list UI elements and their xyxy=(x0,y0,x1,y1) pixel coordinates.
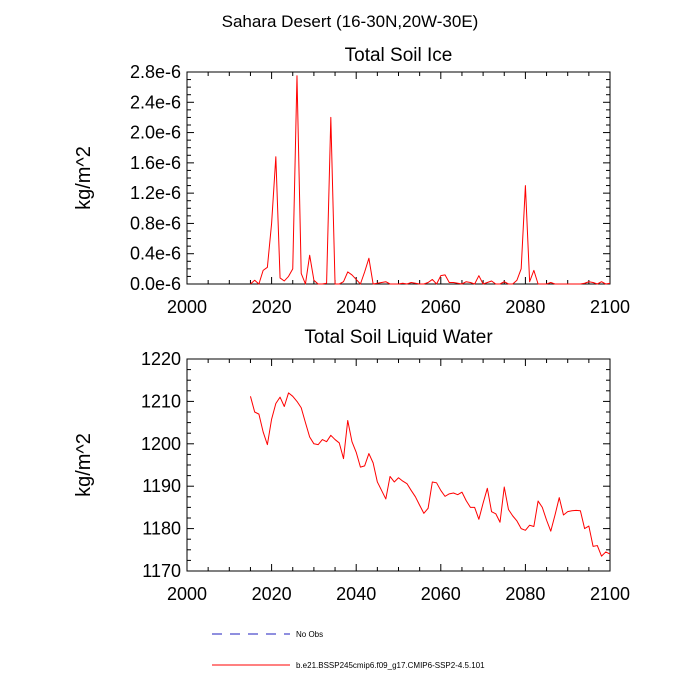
legend-obs-label: No Obs xyxy=(296,630,323,639)
y-axis-label: kg/m^2 xyxy=(73,146,95,210)
series-line xyxy=(249,392,611,557)
y-tick-label: 1180 xyxy=(142,519,181,539)
y-tick-label: 2.4e-6 xyxy=(130,92,181,112)
x-tick-label: 2080 xyxy=(505,584,545,604)
y-tick-label: 1210 xyxy=(141,391,181,411)
y-tick-label: 1.6e-6 xyxy=(130,153,181,173)
x-tick-label: 2100 xyxy=(590,584,630,604)
legend-model-label: b.e21.BSSP245cmip6.f09_g17.CMIP6-SSP2-4.… xyxy=(296,661,485,670)
y-tick-label: 1.2e-6 xyxy=(130,183,181,203)
series-line xyxy=(250,75,611,285)
y-tick-label: 1220 xyxy=(141,349,181,369)
y-tick-label: 2.0e-6 xyxy=(130,123,181,143)
y-tick-label: 0.0e-6 xyxy=(130,274,181,294)
x-tick-label: 2040 xyxy=(336,584,376,604)
y-tick-label: 0.4e-6 xyxy=(130,244,181,264)
y-axis-label: kg/m^2 xyxy=(73,433,95,497)
x-tick-label: 2100 xyxy=(590,297,630,317)
panel-title: Total Soil Ice xyxy=(345,45,453,66)
x-tick-label: 2020 xyxy=(252,584,292,604)
x-tick-label: 2060 xyxy=(421,584,461,604)
x-tick-label: 2040 xyxy=(336,297,376,317)
panel-title: Total Soil Liquid Water xyxy=(304,327,493,348)
panel-total-soil-liquid-water: Total Soil Liquid Water 1170 1180 1190 1200 1… xyxy=(73,327,630,604)
y-tick-label: 2.8e-6 xyxy=(130,62,181,82)
panel-total-soil-ice: Total Soil Ice 0.0e-6 0.4e-6 0.8e-6 1.2e-6 1.… xyxy=(73,45,630,317)
x-tick-label: 2000 xyxy=(167,297,207,317)
x-tick-label: 2060 xyxy=(421,297,461,317)
y-tick-label: 0.8e-6 xyxy=(130,213,181,233)
x-tick-label: 2080 xyxy=(505,297,545,317)
x-tick-label: 2020 xyxy=(252,297,292,317)
plot-frame xyxy=(186,358,611,572)
plot-frame xyxy=(186,71,611,285)
y-tick-label: 1200 xyxy=(141,434,181,454)
y-tick-label: 1170 xyxy=(142,561,181,581)
figure-title: Sahara Desert (16-30N,20W-30E) xyxy=(222,12,479,31)
x-tick-label: 2000 xyxy=(167,584,207,604)
legend: No Obs b.e21.BSSP245cmip6.f09_g17.CMIP6-… xyxy=(212,630,485,670)
y-tick-label: 1190 xyxy=(142,476,181,496)
